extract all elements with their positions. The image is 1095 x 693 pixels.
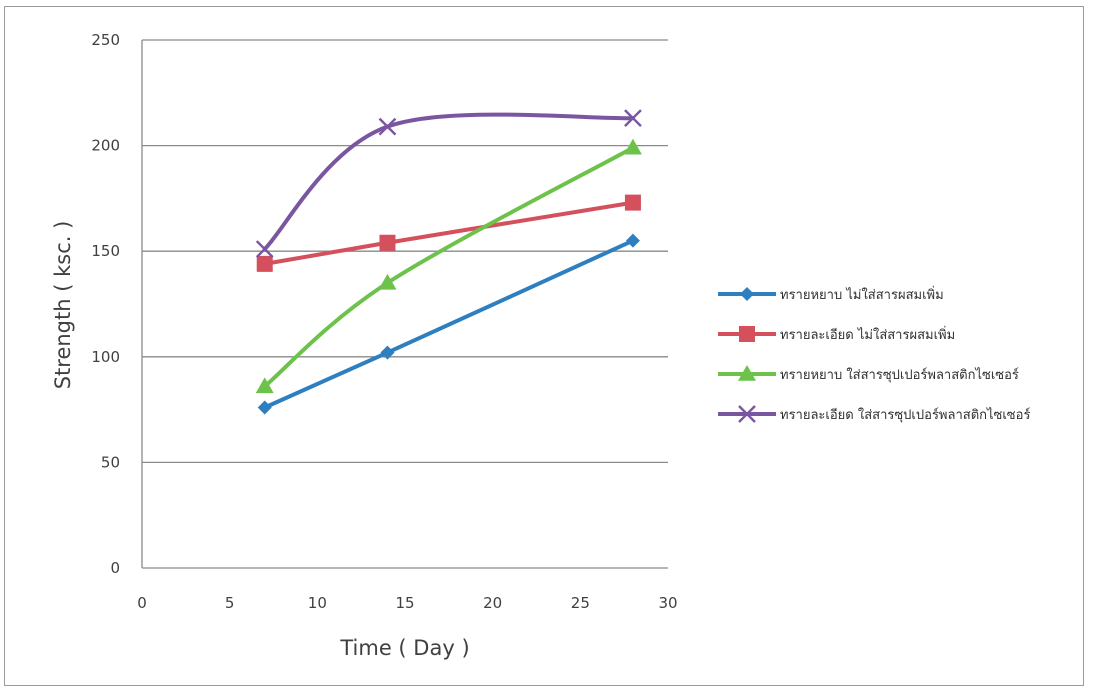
y-axis-title: Strength ( ksc. ) bbox=[51, 221, 75, 390]
y-tick-label: 50 bbox=[101, 453, 120, 471]
y-tick-label: 100 bbox=[91, 348, 120, 366]
legend-marker bbox=[738, 365, 756, 381]
y-tick-label: 150 bbox=[91, 242, 120, 260]
series-line-1 bbox=[262, 238, 635, 410]
data-point-series-3 bbox=[378, 273, 397, 290]
grid-lines bbox=[142, 39, 668, 464]
legend-marker bbox=[740, 287, 754, 301]
legend-label: ทรายละเอียด ใส่สารซุปเปอร์พลาสติกไซเซอร์ bbox=[780, 407, 1030, 423]
legend-marker bbox=[739, 326, 755, 342]
data-point-series-1 bbox=[625, 233, 640, 248]
y-tick-label: 200 bbox=[91, 137, 120, 155]
series-line-2 bbox=[262, 200, 635, 266]
legend-entry-2: ทรายละเอียด ไม่ใส่สารผสมเพิ่ม bbox=[718, 326, 955, 343]
x-axis-title: Time ( Day ) bbox=[339, 636, 469, 660]
legend-label: ทรายละเอียด ไม่ใส่สารผสมเพิ่ม bbox=[780, 326, 955, 343]
legend-label: ทรายหยาบ ไม่ใส่สารผสมเพิ่ม bbox=[780, 286, 944, 303]
x-tick-label: 10 bbox=[308, 594, 327, 612]
x-tick-label: 5 bbox=[225, 594, 235, 612]
data-point-series-2 bbox=[624, 194, 641, 211]
x-tick-label: 30 bbox=[658, 594, 677, 612]
legend-label: ทรายหยาบ ใส่สารซุปเปอร์พลาสติกไซเซอร์ bbox=[780, 367, 1019, 383]
series-line-3 bbox=[262, 145, 635, 389]
data-point-series-4 bbox=[624, 109, 642, 127]
legend-marker bbox=[738, 405, 756, 423]
series-markers bbox=[255, 109, 642, 415]
x-tick-label: 25 bbox=[571, 594, 590, 612]
data-point-series-2 bbox=[379, 234, 396, 251]
series-lines bbox=[262, 112, 635, 410]
data-point-series-1 bbox=[257, 400, 272, 415]
x-tick-label: 15 bbox=[395, 594, 414, 612]
y-tick-label: 0 bbox=[110, 559, 120, 577]
x-tick-label: 0 bbox=[137, 594, 147, 612]
data-point-series-2 bbox=[256, 255, 273, 272]
chart-frame bbox=[4, 6, 1084, 686]
legend-entry-4: ทรายละเอียด ใส่สารซุปเปอร์พลาสติกไซเซอร์ bbox=[718, 405, 1030, 423]
y-tick-label: 250 bbox=[91, 31, 120, 49]
legend-entry-3: ทรายหยาบ ใส่สารซุปเปอร์พลาสติกไซเซอร์ bbox=[718, 365, 1019, 383]
series-line-4 bbox=[262, 112, 635, 252]
data-point-series-3 bbox=[255, 377, 274, 394]
data-point-series-3 bbox=[623, 138, 642, 155]
legend-entry-1: ทรายหยาบ ไม่ใส่สารผสมเพิ่ม bbox=[718, 286, 944, 303]
x-tick-label: 20 bbox=[483, 594, 502, 612]
data-point-series-4 bbox=[255, 240, 274, 258]
axes: 0 50 100 150 200 250 0 5 10 15 20 25 30 bbox=[91, 31, 677, 612]
data-point-series-4 bbox=[378, 117, 397, 136]
data-point-series-1 bbox=[380, 345, 395, 360]
